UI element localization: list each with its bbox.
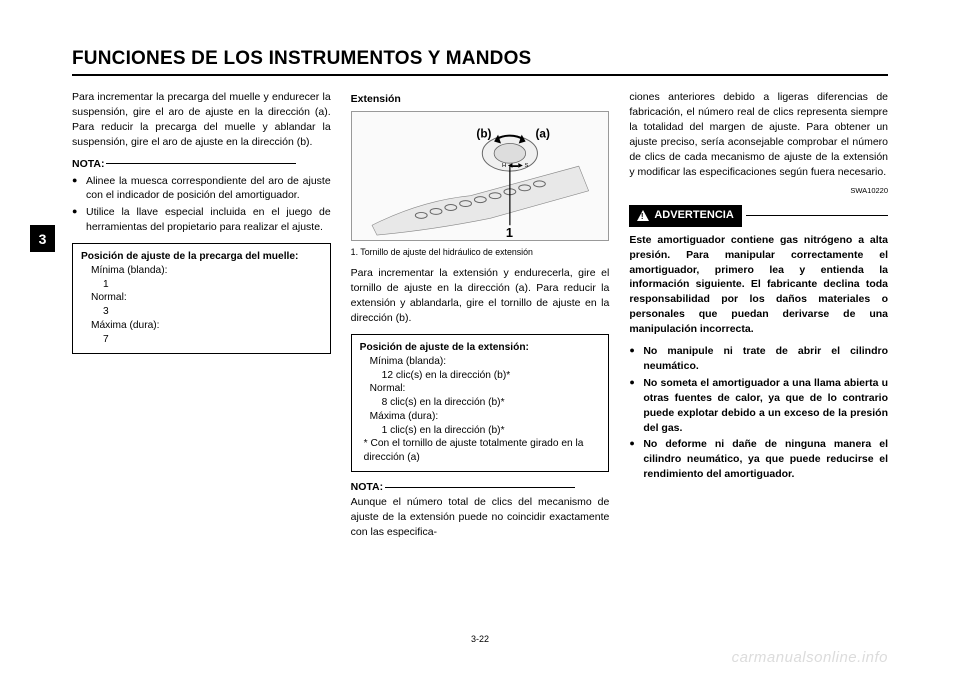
warning-item: No someta el amortiguador a una llama ab… bbox=[629, 376, 888, 436]
warning-badge: ADVERTENCIA bbox=[629, 205, 741, 227]
warning-rule bbox=[746, 215, 888, 216]
box-row-label: Normal: bbox=[360, 382, 601, 396]
warning-triangle-icon bbox=[637, 210, 649, 221]
page-number: 3-22 bbox=[0, 634, 960, 644]
nota-block: NOTA: bbox=[351, 480, 610, 495]
adjustment-figure: (b) (a) H ◀▬▶ S 1 bbox=[351, 111, 610, 241]
column-3: ciones anteriores debido a ligeras difer… bbox=[629, 90, 888, 547]
content-columns: Para incrementar la precarga del muelle … bbox=[72, 90, 888, 547]
box-title: Posición de ajuste de la precarga del mu… bbox=[81, 250, 322, 264]
nota-rule bbox=[106, 163, 296, 164]
column-2: Extensión (b) (a) H ◀▬▶ S bbox=[351, 90, 610, 547]
box-row-label: Mínima (blanda): bbox=[81, 264, 322, 278]
box-row-value: 12 clic(s) en la dirección (b)* bbox=[360, 369, 601, 383]
box-row-value: 3 bbox=[81, 305, 322, 319]
box-title: Posición de ajuste de la extensión: bbox=[360, 341, 601, 355]
fig-label-1: 1 bbox=[506, 225, 513, 240]
extension-heading: Extensión bbox=[351, 92, 610, 107]
box-row-value: 1 clic(s) en la dirección (b)* bbox=[360, 424, 601, 438]
box-row-value: 7 bbox=[81, 333, 322, 347]
fig-hs-label: H ◀▬▶ S bbox=[502, 163, 528, 169]
box-row-label: Máxima (dura): bbox=[360, 410, 601, 424]
warning-item: No deforme ni dañe de ninguna manera el … bbox=[629, 437, 888, 482]
figure-caption: 1. Tornillo de ajuste del hidráulico de … bbox=[351, 246, 610, 258]
box-row-value: 1 bbox=[81, 278, 322, 292]
box-row-label: Máxima (dura): bbox=[81, 319, 322, 333]
nota-item: Alinee la muesca correspondiente del aro… bbox=[72, 174, 331, 204]
warning-item: No manipule ni trate de abrir el cilindr… bbox=[629, 344, 888, 374]
box-row-value: 8 clic(s) en la dirección (b)* bbox=[360, 396, 601, 410]
column-1: Para incrementar la precarga del muelle … bbox=[72, 90, 331, 547]
figure-svg: (b) (a) H ◀▬▶ S 1 bbox=[352, 112, 609, 240]
intro-paragraph: Para incrementar la precarga del muelle … bbox=[72, 90, 331, 150]
box-footnote: * Con el tornillo de ajuste totalmente g… bbox=[360, 437, 601, 465]
warning-list: No manipule ni trate de abrir el cilindr… bbox=[629, 344, 888, 482]
box-row-label: Mínima (blanda): bbox=[360, 355, 601, 369]
page-header: FUNCIONES DE LOS INSTRUMENTOS Y MANDOS bbox=[72, 48, 888, 76]
nota-label: NOTA: bbox=[351, 481, 383, 493]
nota-label: NOTA: bbox=[72, 158, 104, 170]
warning-label: ADVERTENCIA bbox=[654, 208, 733, 224]
manual-page: 3 FUNCIONES DE LOS INSTRUMENTOS Y MANDOS… bbox=[0, 0, 960, 678]
spec-box-precarga: Posición de ajuste de la precarga del mu… bbox=[72, 243, 331, 353]
fig-label-b: (b) bbox=[476, 127, 491, 141]
page-title: FUNCIONES DE LOS INSTRUMENTOS Y MANDOS bbox=[72, 48, 531, 69]
fig-label-a: (a) bbox=[535, 127, 549, 141]
nota-rule bbox=[385, 487, 575, 488]
nota-block: NOTA: bbox=[72, 157, 331, 172]
spec-box-extension: Posición de ajuste de la extensión: Míni… bbox=[351, 334, 610, 472]
extension-paragraph: Para incrementar la extensión y endurece… bbox=[351, 266, 610, 326]
nota-list: Alinee la muesca correspondiente del aro… bbox=[72, 174, 331, 236]
ref-code: SWA10220 bbox=[629, 186, 888, 197]
continuation-paragraph: ciones anteriores debido a ligeras difer… bbox=[629, 90, 888, 179]
warning-paragraph: Este amortiguador contiene gas nitrógeno… bbox=[629, 233, 888, 337]
watermark: carmanualsonline.info bbox=[732, 649, 888, 666]
box-row-label: Normal: bbox=[81, 291, 322, 305]
chapter-tab: 3 bbox=[30, 225, 55, 252]
nota-item: Utilice la llave especial incluida en el… bbox=[72, 205, 331, 235]
nota-paragraph: Aunque el número total de clics del meca… bbox=[351, 495, 610, 540]
warning-header: ADVERTENCIA bbox=[629, 205, 888, 227]
warning-body: Este amortiguador contiene gas nitrógeno… bbox=[629, 233, 888, 483]
